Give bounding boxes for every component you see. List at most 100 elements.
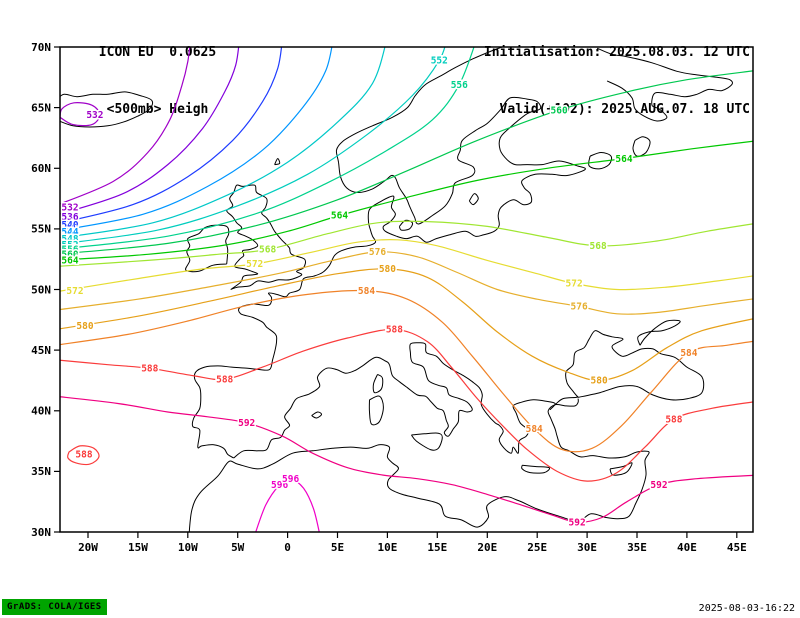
contour-label-580: 580 [379,264,396,275]
contour-596 [255,477,320,532]
contour-label-556: 556 [451,80,468,91]
contour-label-564: 564 [61,256,78,267]
contour-564 [60,140,753,261]
lon-tick-label: 20E [477,541,497,554]
contour-label-592: 592 [569,518,586,529]
coastline [596,47,733,122]
contour-label-544: 544 [61,227,78,238]
contour-label-572: 572 [246,259,263,270]
lon-tick-label: 5W [231,541,245,554]
lat-tick-label: 30N [31,526,51,539]
coastline [588,152,613,170]
coastline [637,319,681,346]
coastline [565,330,705,401]
creation-timestamp: 2025-08-03-16:22 [698,603,795,614]
lat-tick-label: 55N [31,223,51,236]
contour-label-552: 552 [431,56,448,67]
contour-label-588: 588 [386,325,403,336]
contour-label-580: 580 [76,321,93,332]
lon-tick-label: 25E [527,541,547,554]
lon-tick-label: 40E [677,541,697,554]
contour-540 [60,47,283,224]
contour-label-536: 536 [61,212,78,223]
valid-time-label: Valid(+102): 2025.AUG.07. 18 UTC [499,102,750,117]
coastline [274,158,281,166]
contour-544 [60,47,333,232]
contour-label-592: 592 [238,418,255,429]
lon-tick-label: 10W [178,541,198,554]
contour-572 [60,239,753,292]
contour-560 [60,70,753,255]
lat-tick-label: 35N [31,465,51,478]
lat-tick-label: 65N [31,101,51,114]
contour-label-596: 596 [271,480,288,491]
contour-552 [60,47,446,245]
contour-label-568: 568 [590,241,607,252]
coastline [60,91,154,128]
contour-label-576: 576 [369,247,386,258]
contour-588 [60,328,753,482]
field-title: <500mb> Heigh [106,102,209,117]
coastline [410,432,443,451]
lat-tick-label: 40N [31,405,51,418]
contour-536 [60,47,240,215]
contour-532 [60,47,191,205]
coastline [185,224,230,273]
contour-580 [60,268,753,382]
coastline [468,193,479,206]
lat-tick-label: 60N [31,162,51,175]
coastline [521,464,551,474]
contour-label-596: 596 [282,474,299,485]
coastline [233,342,579,459]
lat-tick-label: 45N [31,344,51,357]
contour-label-540: 540 [61,220,78,231]
coastline [311,411,322,419]
contour-label-588: 588 [665,414,682,425]
lon-tick-label: 15W [128,541,148,554]
map-frame [59,46,754,533]
contour-label-576: 576 [571,302,588,313]
plot-time-block: Initialisation: 2025.08.03. 12 UTC Valid… [484,5,750,138]
contour-label-588: 588 [75,450,92,461]
lon-tick-label: 20W [78,541,98,554]
coastline [632,136,651,157]
contour-588 [67,445,100,466]
contour-548 [60,47,386,239]
contour-label-584: 584 [526,424,543,435]
coastline [226,184,307,290]
contour-label-584: 584 [680,348,697,359]
contour-label-572: 572 [66,286,83,297]
coastline [372,373,384,394]
contour-label-584: 584 [358,286,375,297]
contour-label-572: 572 [566,279,583,290]
contour-label-564: 564 [331,211,348,222]
lat-tick-label: 70N [31,41,51,54]
model-title: ICON EU 0.0625 [98,45,217,60]
contour-label-592: 592 [650,480,667,491]
contour-584 [60,289,753,453]
contour-label-560: 560 [61,250,78,261]
contour-label-564: 564 [615,154,632,165]
contour-label-548: 548 [61,234,78,245]
contour-label-568: 568 [259,245,276,256]
lat-tick-label: 50N [31,283,51,296]
coastline [191,47,586,459]
init-time-label: Initialisation: 2025.08.03. 12 UTC [483,45,750,60]
coastline [609,462,633,476]
plot-title-block: ICON EU 0.0625 <500mb> Heigh [55,5,260,138]
contour-576 [60,251,753,315]
contour-label-552: 552 [61,240,78,251]
lon-tick-label: 35E [627,541,647,554]
lon-tick-label: 30E [577,541,597,554]
lon-tick-label: 45E [727,541,747,554]
contour-label-588: 588 [216,374,233,385]
lon-tick-label: 0 [284,541,291,554]
lon-tick-label: 10E [377,541,397,554]
coastline [398,219,414,231]
contour-556 [60,47,475,250]
contour-label-532: 532 [86,110,103,121]
contour-label-556: 556 [61,245,78,256]
contour-592 [60,396,753,523]
